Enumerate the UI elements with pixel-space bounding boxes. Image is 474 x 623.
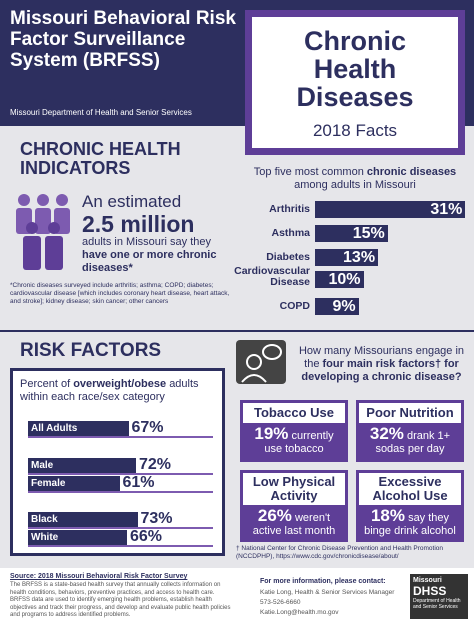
bar: 10% — [315, 271, 364, 288]
risk-heading: RISK FACTORS — [20, 340, 162, 361]
title-part: Top five most common — [253, 166, 364, 178]
bar-baseline — [28, 491, 213, 493]
header-subtitle: Missouri Department of Health and Senior… — [10, 108, 192, 117]
box-title: Chronic Health Diseases — [296, 26, 414, 112]
title-part: overweight/obese — [73, 378, 167, 390]
risk-box: Tobacco Use 19% currently use tobacco — [240, 400, 348, 462]
risk-text: drank 1+ sodas per day — [375, 430, 451, 455]
value-label: 9% — [332, 298, 356, 315]
value-label: 61% — [122, 474, 155, 491]
title-part: chronic diseases — [366, 166, 457, 178]
category-label: Diabetes — [266, 251, 310, 263]
risk-title: Tobacco Use — [243, 403, 345, 423]
category-label: Male — [31, 460, 54, 471]
question-part: four main risk factors† — [322, 358, 442, 370]
value-label: 10% — [328, 271, 361, 288]
bar: 15% — [315, 225, 388, 242]
estimate: An estimated 2.5 million adults in Misso… — [82, 192, 232, 275]
indicators-heading: CHRONIC HEALTH INDICATORS — [20, 139, 181, 178]
risk-text: currently use tobacco — [264, 430, 334, 455]
title-part: adults within each race/sex category — [20, 378, 199, 403]
value-label: 67% — [131, 419, 164, 436]
value-label: 73% — [140, 510, 173, 527]
contact-line: Katie Long, Health & Senior Services Man… — [260, 589, 395, 596]
divider — [0, 330, 474, 332]
risk-figure: 18% — [370, 506, 405, 525]
title-part: Percent of — [20, 378, 71, 390]
source-text: The BRFSS is a state-based health survey… — [10, 582, 231, 618]
bar: All Adults — [28, 421, 129, 436]
contact-title: For more information, please contact: — [260, 578, 386, 585]
risk-title: Low Physical Activity — [243, 473, 345, 505]
value-label: 31% — [430, 201, 463, 218]
title-box: Chronic Health Diseases 2018 Facts — [245, 10, 465, 155]
bar-baseline — [28, 473, 213, 475]
value-label: 66% — [130, 528, 163, 545]
risk-body: 19% currently use tobacco — [243, 423, 345, 460]
category-label: Cardiovascular Disease — [234, 265, 310, 288]
risk-box: Poor Nutrition 32% drank 1+ sodas per day — [356, 400, 464, 462]
category-label: All Adults — [31, 423, 78, 434]
contact-line: 573-526-6660 — [260, 599, 301, 606]
question-part: for developing a chronic disease? — [301, 358, 462, 383]
estimate-text: adults in Missouri say they — [82, 236, 211, 248]
category-label: Asthma — [271, 227, 310, 239]
category-label: Arthritis — [269, 203, 310, 215]
risk-body: 18% say they binge drink alcohol — [359, 505, 461, 542]
diseases-title: Top five most common chronic diseases am… — [240, 166, 470, 192]
risk-title: Excessive Alcohol Use — [359, 473, 461, 505]
risk-body: 26% weren't active last month — [243, 505, 345, 542]
category-label: Black — [31, 514, 58, 525]
indicators-footnote: *Chronic diseases surveyed include arthr… — [10, 282, 230, 305]
category-label: Female — [31, 478, 66, 489]
value-label: 13% — [343, 249, 376, 266]
risk-figure: 26% — [257, 506, 292, 525]
logo-line: DHSS — [413, 584, 447, 598]
bar: Female — [28, 476, 120, 491]
risk-text: say they binge drink alcohol — [364, 512, 456, 537]
contact: Katie Long, Health & Senior Services Man… — [260, 588, 394, 618]
risk-footnote: † National Center for Chronic Disease Pr… — [236, 545, 444, 560]
bar: Black — [28, 512, 138, 527]
estimate-figure: 2.5 million — [82, 211, 195, 237]
logo-line: Missouri — [413, 577, 442, 584]
bar: 13% — [315, 249, 379, 266]
category-label: COPD — [279, 300, 310, 312]
footer — [0, 568, 474, 623]
header-title: Missouri Behavioral Risk Factor Surveill… — [10, 8, 236, 71]
bar: 9% — [315, 298, 359, 315]
people-icon — [16, 194, 70, 270]
estimate-text-bold: have one or more chronic diseases* — [82, 249, 217, 274]
title-part: among adults in Missouri — [294, 179, 416, 191]
bar: 31% — [315, 201, 466, 218]
box-subtitle: 2018 Facts — [312, 121, 398, 140]
risk-box: Excessive Alcohol Use 18% say they binge … — [356, 470, 464, 542]
risk-title: Poor Nutrition — [359, 403, 461, 423]
risk-figure: 19% — [254, 424, 289, 443]
bar: Male — [28, 458, 136, 473]
risk-text: weren't active last month — [252, 512, 336, 537]
risk-question: How many Missourians engage in the four … — [294, 345, 469, 384]
risk-body: 32% drank 1+ sodas per day — [359, 423, 461, 460]
contact-line: Katie.Long@health.mo.gov — [260, 609, 339, 616]
bar-baseline — [28, 527, 213, 529]
bar-baseline — [28, 545, 213, 547]
question-part: How many Missourians engage in the — [298, 345, 465, 370]
risk-figure: 32% — [369, 424, 404, 443]
question-icon — [236, 340, 286, 384]
bar-baseline — [28, 436, 213, 438]
bar: White — [28, 530, 127, 545]
value-label: 15% — [352, 225, 385, 242]
logo-line: Department of Health and Senior Services — [413, 598, 461, 610]
risk-box: Low Physical Activity 26% weren't active … — [240, 470, 348, 542]
category-label: White — [31, 532, 59, 543]
value-label: 72% — [139, 456, 172, 473]
overweight-title: Percent of overweight/obese adults withi… — [20, 378, 220, 404]
source-title: Source: 2018 Missouri Behavioral Risk Fa… — [10, 573, 188, 580]
estimate-lead: An estimated — [82, 192, 182, 211]
logo: Missouri DHSS Department of Health and S… — [410, 574, 468, 619]
